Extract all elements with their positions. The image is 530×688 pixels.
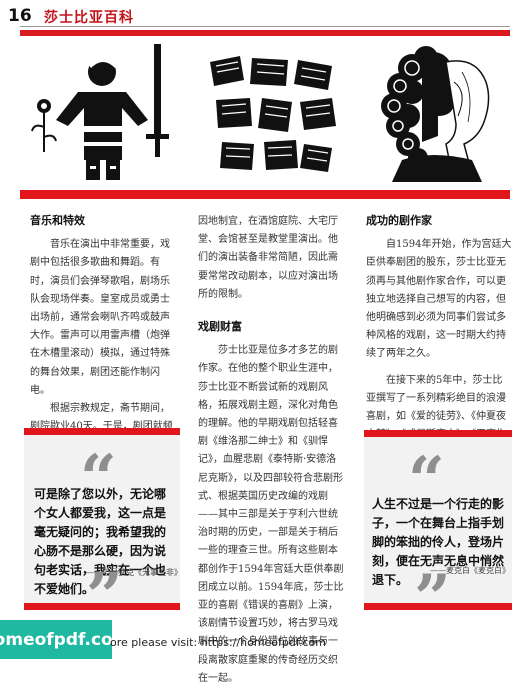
heading-successful-playwright: 成功的剧作家 xyxy=(366,214,432,227)
close-quote-icon: ” xyxy=(414,561,451,636)
paragraph: 音乐在演出中非常重要，戏剧中包括很多歌曲和舞蹈。有时，演员们会弹琴歌唱，剧场乐队… xyxy=(30,239,170,396)
manuscript-illustration xyxy=(210,56,336,172)
quote-box-left: “ 可是除了您以外，无论哪个女人都爱我，这一点是毫无疑问的；我希望我的心肠不是那… xyxy=(24,428,182,629)
paragraph: 自1594年开始，作为宫廷大臣供奉剧团的股东，莎士比亚无须再与其他剧作家合作，可… xyxy=(366,239,512,360)
watermark-logo[interactable]: homeofpdf.com xyxy=(0,620,130,659)
close-quote-icon: ” xyxy=(86,559,123,634)
quote-text: 可是除了您以外，无论哪个女人都爱我，这一点是毫无疑问的；我希望我的心肠不是那么硬… xyxy=(34,487,167,596)
heading-music-effects: 音乐和特效 xyxy=(30,214,85,227)
page-number: 16 xyxy=(8,6,32,26)
page-header: 16 莎士比亚百科 xyxy=(0,0,530,26)
warrior-illustration xyxy=(31,44,169,180)
column-2: 因地制宜，在酒馆庭院、大宅厅堂、会馆甚至是教堂里演出。他们的演出装备非常简陋，因… xyxy=(198,213,344,688)
quote-source: ——培尼狄克《无事生非》 xyxy=(86,568,182,577)
open-quote-icon: “ xyxy=(408,443,445,518)
quote-text: 人生不过是一个行走的影子，一个在舞台上指手划脚的笨拙的伶人，登场片刻，便在无声无… xyxy=(372,497,505,587)
header-divider xyxy=(20,26,510,27)
open-quote-icon: “ xyxy=(80,441,117,516)
book-title: 莎士比亚百科 xyxy=(44,10,134,26)
profile-illustration xyxy=(381,46,490,182)
heading-drama-wealth: 戏剧财富 xyxy=(198,320,242,334)
quote-source: ——麦克白《麦克白》 xyxy=(430,566,510,575)
quote-box-right: “ 人生不过是一个行走的影子，一个在舞台上指手划脚的笨拙的伶人，登场片刻，便在无… xyxy=(364,430,512,631)
paragraph: 因地制宜，在酒馆庭院、大宅厅堂、会馆甚至是教堂里演出。他们的演出装备非常简陋，因… xyxy=(198,216,338,300)
top-red-bar xyxy=(20,30,510,36)
watermark-text[interactable]: ore please visit: https://homeofpdf.com xyxy=(110,636,326,649)
section-divider xyxy=(20,190,510,199)
column-3: 成功的剧作家 自1594年开始，作为宫廷大臣供奉剧团的股东，莎士比亚无须再与其他… xyxy=(366,212,512,463)
